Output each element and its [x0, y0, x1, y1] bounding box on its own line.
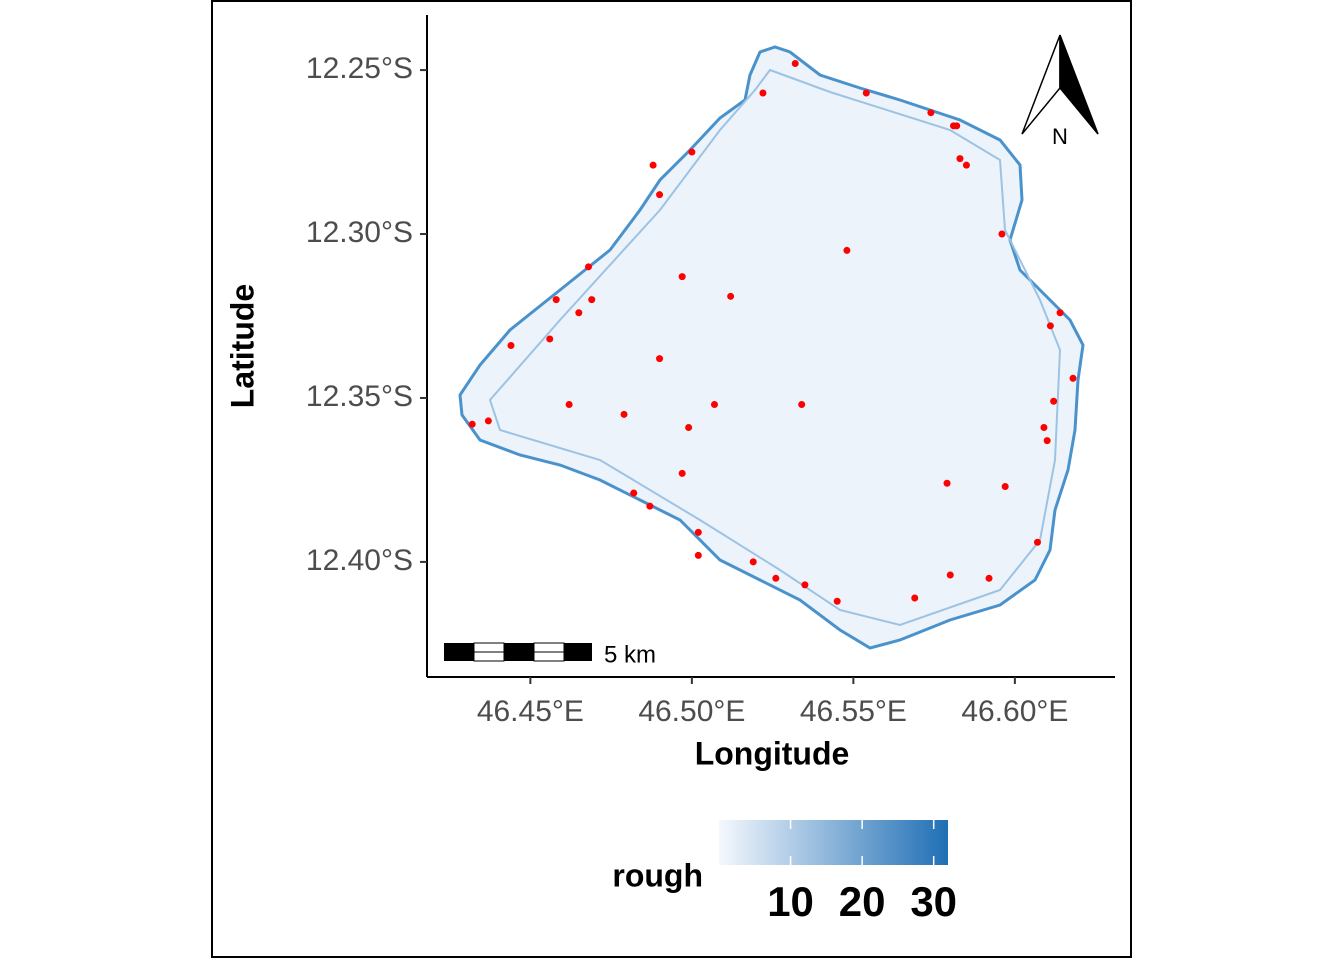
survey-point: [1056, 309, 1064, 317]
survey-point: [956, 155, 964, 163]
survey-point: [552, 296, 560, 304]
survey-point: [1046, 322, 1054, 330]
survey-point: [1043, 437, 1051, 445]
survey-point: [727, 292, 735, 300]
survey-point: [1040, 423, 1048, 431]
colorbar-label: 20: [839, 878, 886, 925]
y-tick-label: 12.40°S: [306, 544, 413, 577]
survey-point: [801, 581, 809, 589]
legend-title: rough: [612, 857, 703, 893]
x-tick-label: 46.50°E: [638, 695, 745, 728]
survey-point: [962, 161, 970, 169]
x-axis-title: Longitude: [695, 735, 850, 771]
scale-bar: [444, 642, 592, 662]
survey-point: [791, 60, 799, 68]
survey-point: [1033, 538, 1041, 546]
survey-point: [759, 89, 767, 97]
x-tick-label: 46.60°E: [961, 695, 1068, 728]
survey-point: [985, 574, 993, 582]
north-label: N: [1052, 124, 1068, 149]
survey-point: [588, 296, 596, 304]
survey-point: [833, 597, 841, 605]
survey-point: [585, 263, 593, 271]
survey-point: [1069, 374, 1077, 382]
survey-point: [656, 355, 664, 363]
survey-point: [710, 401, 718, 409]
survey-point: [678, 469, 686, 477]
survey-point: [946, 571, 954, 579]
north-arrow: [1021, 34, 1099, 135]
survey-point: [953, 122, 961, 130]
survey-point: [749, 558, 757, 566]
survey-point: [685, 423, 693, 431]
survey-point: [927, 109, 935, 117]
survey-point: [1050, 397, 1058, 405]
survey-point: [678, 273, 686, 281]
survey-point: [484, 417, 492, 425]
colorbar-label: 30: [910, 878, 957, 925]
survey-point: [656, 191, 664, 199]
survey-point: [646, 502, 654, 510]
survey-point: [798, 401, 806, 409]
island: [458, 45, 1085, 650]
survey-point: [943, 479, 951, 487]
survey-point: [772, 574, 780, 582]
y-tick-label: 12.25°S: [306, 52, 413, 85]
y-axis-title: Latitude: [224, 284, 260, 408]
survey-point: [630, 489, 638, 497]
x-tick-label: 46.45°E: [477, 695, 584, 728]
survey-point: [468, 420, 476, 428]
survey-point: [649, 161, 657, 169]
survey-point: [1001, 482, 1009, 490]
survey-point: [998, 230, 1006, 238]
survey-point: [546, 335, 554, 343]
y-tick-label: 12.30°S: [306, 216, 413, 249]
survey-point: [575, 309, 583, 317]
survey-point: [843, 246, 851, 254]
scale-bar-label: 5 km: [604, 641, 656, 668]
survey-point: [694, 528, 702, 536]
y-tick-label: 12.35°S: [306, 380, 413, 413]
survey-point: [620, 410, 628, 418]
survey-point: [565, 401, 573, 409]
survey-point: [862, 89, 870, 97]
colorbar: [719, 820, 948, 865]
x-tick-label: 46.55°E: [800, 695, 907, 728]
survey-point: [507, 342, 515, 350]
survey-point: [911, 594, 919, 602]
reef-inner: [488, 68, 1062, 627]
survey-point: [688, 148, 696, 156]
colorbar-label: 10: [767, 878, 814, 925]
survey-point: [694, 551, 702, 559]
